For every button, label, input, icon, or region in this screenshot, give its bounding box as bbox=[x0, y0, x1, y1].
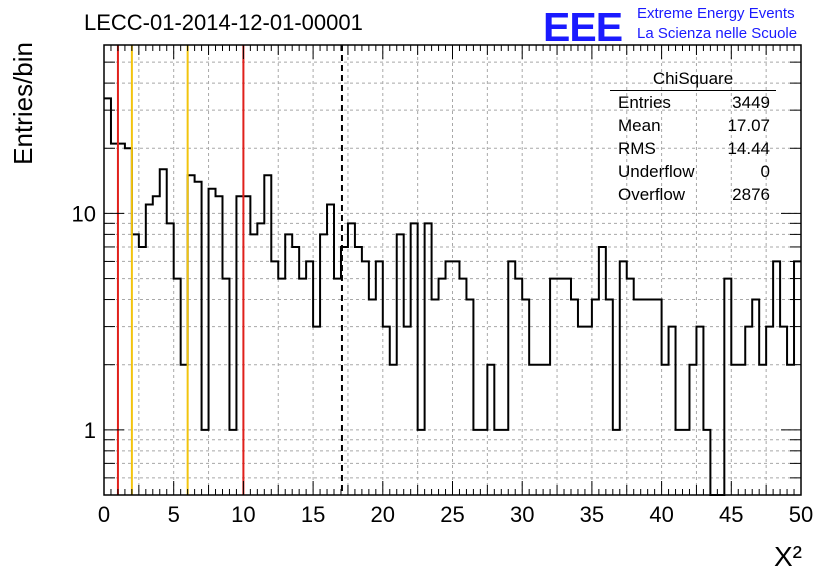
eee-logo: EEE bbox=[543, 4, 623, 50]
x-tick-label: 5 bbox=[168, 502, 180, 527]
chart-title: LECC-01-2014-12-01-00001 bbox=[84, 10, 363, 35]
stats-value: 14.44 bbox=[727, 139, 770, 158]
x-tick-label: 20 bbox=[371, 502, 395, 527]
tick-labels: 0 5 10 15 20 25 30 35 40 45 50 1 10 bbox=[72, 201, 814, 527]
stats-label: Entries bbox=[618, 93, 671, 112]
x-tick-label: 10 bbox=[231, 502, 255, 527]
logo-subtitle-line1: Extreme Energy Events bbox=[637, 5, 795, 22]
x-tick-label: 25 bbox=[440, 502, 464, 527]
x-tick-label: 15 bbox=[301, 502, 325, 527]
x-tick-label: 35 bbox=[580, 502, 604, 527]
x-tick-label: 40 bbox=[649, 502, 673, 527]
stats-label: Underflow bbox=[618, 162, 695, 181]
stats-value: 0 bbox=[760, 162, 770, 181]
stats-row-underflow: Underflow 0 bbox=[610, 160, 776, 183]
stats-value: 3449 bbox=[732, 93, 770, 112]
stats-box: ChiSquare Entries 3449 Mean 17.07 RMS 14.44… bbox=[610, 68, 776, 206]
x-axis-label: X² bbox=[774, 541, 802, 572]
logo-subtitle: Extreme Energy Events La Scienza nelle S… bbox=[637, 4, 797, 44]
logo-subtitle-line2: La Scienza nelle Scuole bbox=[637, 25, 798, 42]
stats-row-overflow: Overflow 2876 bbox=[610, 183, 776, 206]
histogram-line bbox=[104, 97, 801, 496]
stats-label: RMS bbox=[618, 139, 656, 158]
stats-value: 17.07 bbox=[727, 116, 770, 135]
stats-row-mean: Mean 17.07 bbox=[610, 114, 776, 137]
reference-lines bbox=[116, 45, 343, 495]
stats-box-title: ChiSquare bbox=[610, 68, 776, 91]
stats-label: Mean bbox=[618, 116, 661, 135]
y-tick-label: 1 bbox=[84, 418, 96, 443]
x-tick-label: 45 bbox=[719, 502, 743, 527]
y-axis-label: Entries/bin bbox=[8, 42, 38, 165]
stats-row-entries: Entries 3449 bbox=[610, 91, 776, 114]
x-tick-label: 30 bbox=[510, 502, 534, 527]
x-tick-label: 50 bbox=[789, 502, 813, 527]
stats-row-rms: RMS 14.44 bbox=[610, 137, 776, 160]
y-tick-label: 10 bbox=[72, 201, 96, 226]
axis-ticks bbox=[103, 44, 802, 496]
stats-value: 2876 bbox=[732, 185, 770, 204]
histogram-series bbox=[104, 97, 801, 496]
stats-label: Overflow bbox=[618, 185, 686, 204]
x-tick-label: 0 bbox=[98, 502, 110, 527]
